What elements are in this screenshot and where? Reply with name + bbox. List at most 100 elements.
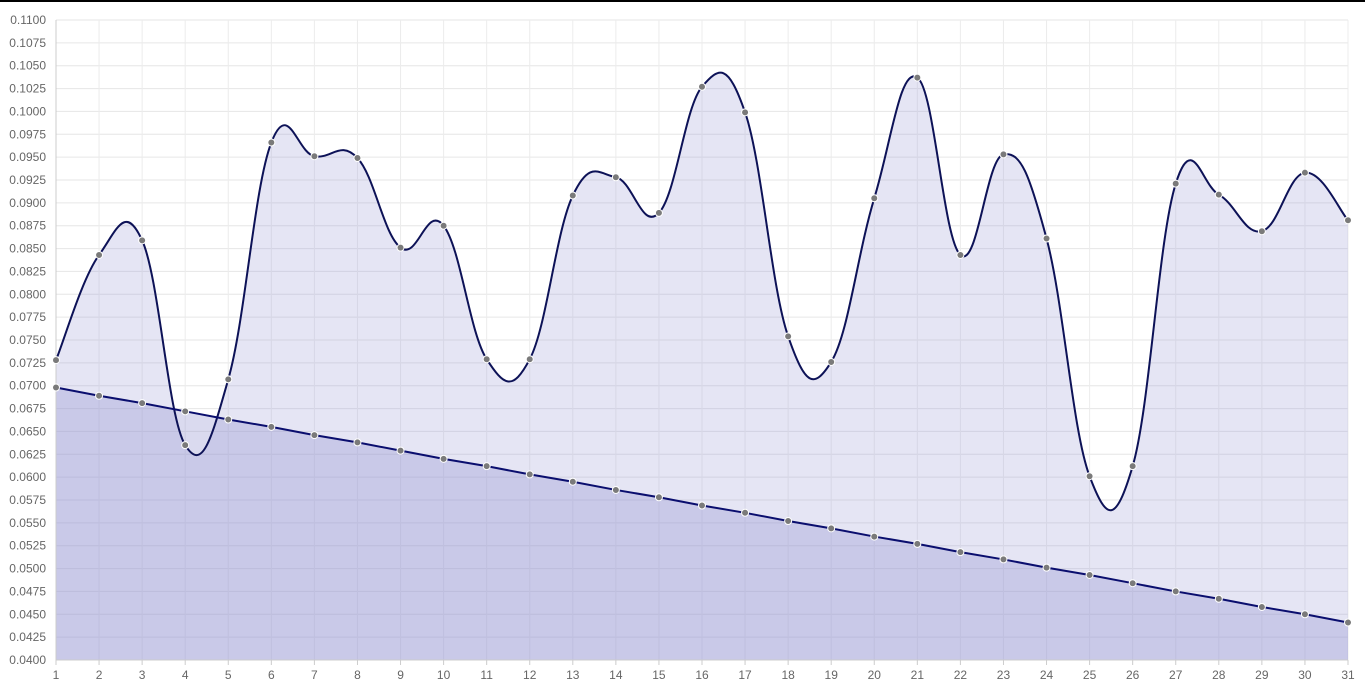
series-2-point[interactable] [1300, 610, 1309, 619]
x-tick-label: 13 [566, 668, 580, 682]
series-2-point[interactable] [439, 454, 448, 463]
x-tick-label: 11 [480, 668, 493, 682]
series-1-point[interactable] [525, 355, 534, 364]
series-2-point[interactable] [181, 407, 190, 416]
series-1-point[interactable] [353, 154, 362, 163]
series-2-point[interactable] [698, 501, 706, 510]
series-2-point[interactable] [525, 470, 534, 479]
series-2-point[interactable] [95, 391, 104, 400]
series-2-point[interactable] [482, 462, 491, 471]
series-2-point[interactable] [870, 532, 879, 541]
x-tick-label: 26 [1126, 668, 1140, 682]
x-tick-label: 23 [997, 668, 1011, 682]
series-2-point[interactable] [654, 493, 663, 502]
series-1-line [55, 71, 1349, 512]
series-1-point[interactable] [1171, 179, 1180, 188]
y-tick-label: 0.0575 [9, 493, 46, 507]
y-tick-label: 0.0400 [9, 653, 46, 667]
x-tick-label: 3 [139, 668, 146, 682]
series-1-point[interactable] [1257, 227, 1266, 236]
series-2-point[interactable] [1128, 579, 1137, 588]
series-1-point[interactable] [310, 152, 319, 161]
y-tick-label: 0.0775 [9, 310, 46, 324]
series-1-point[interactable] [138, 236, 147, 245]
series-2-point[interactable] [1042, 563, 1051, 572]
series-2-point[interactable] [138, 399, 147, 408]
x-tick-label: 25 [1083, 668, 1097, 682]
series-1-point[interactable] [1085, 472, 1094, 481]
y-tick-label: 0.0950 [9, 150, 46, 164]
top-border [0, 0, 1365, 2]
y-tick-label: 0.1000 [9, 104, 46, 118]
series-1-point[interactable] [95, 250, 104, 259]
series-2-point[interactable] [1214, 594, 1223, 603]
y-tick-label: 0.0875 [9, 219, 46, 233]
series-1-point[interactable] [482, 355, 491, 364]
area-fills [56, 72, 1348, 660]
series-2-point[interactable] [310, 431, 319, 440]
series-2-point[interactable] [784, 517, 793, 526]
x-tick-label: 10 [437, 668, 451, 682]
x-tick-label: 2 [96, 668, 103, 682]
series-2-point[interactable] [956, 548, 965, 557]
x-tick-label: 18 [781, 668, 795, 682]
series-1-point[interactable] [1214, 190, 1223, 199]
series-2-point[interactable] [353, 438, 362, 447]
y-tick-label: 0.0500 [9, 562, 46, 576]
series-2-point[interactable] [827, 524, 836, 533]
series-2-point[interactable] [1085, 570, 1094, 579]
series-1-point[interactable] [181, 441, 190, 450]
series-1-point[interactable] [827, 357, 836, 366]
series-1-point[interactable] [224, 375, 233, 384]
series-1-point[interactable] [1344, 216, 1352, 225]
series-1-point[interactable] [698, 82, 706, 91]
x-axis-labels: 1 2 3 4 5 6 7 8 9 10 11 12 13 14 15 16 17 18 19 20 21 22 23 24 2… [53, 668, 1355, 682]
x-tick-label: 5 [225, 668, 232, 682]
y-tick-label: 0.0600 [9, 470, 46, 484]
y-tick-label: 0.1075 [9, 36, 46, 50]
x-tick-label: 1 [53, 668, 60, 682]
x-tick-label: 27 [1169, 668, 1183, 682]
x-tick-label: 29 [1255, 668, 1269, 682]
series-1-point[interactable] [784, 332, 793, 341]
series-1-point[interactable] [870, 194, 879, 203]
series-2-point[interactable] [52, 383, 60, 392]
series-2-point[interactable] [396, 446, 405, 455]
y-tick-label: 0.0475 [9, 584, 46, 598]
series-1-point[interactable] [267, 138, 276, 147]
x-tick-label: 31 [1341, 668, 1355, 682]
series-2-point[interactable] [741, 508, 750, 517]
series-1-point[interactable] [1042, 234, 1051, 243]
y-tick-label: 0.0750 [9, 333, 46, 347]
series-1-point[interactable] [439, 221, 448, 230]
series-2-point[interactable] [1257, 602, 1266, 611]
x-tick-label: 16 [695, 668, 709, 682]
series-1-point[interactable] [52, 356, 60, 365]
grid [55, 19, 1349, 661]
series-1-point[interactable] [999, 150, 1008, 159]
y-tick-label: 0.0975 [9, 127, 46, 141]
series-2-point[interactable] [568, 477, 577, 486]
axes [55, 20, 1349, 665]
series-1-point[interactable] [1300, 168, 1309, 177]
series-2-point[interactable] [1344, 618, 1352, 627]
series-1-point[interactable] [611, 173, 620, 182]
series-1-point[interactable] [956, 250, 965, 259]
series-2-point[interactable] [999, 555, 1008, 564]
y-tick-label: 0.0825 [9, 264, 46, 278]
x-tick-label: 28 [1212, 668, 1226, 682]
series-1-point[interactable] [1128, 462, 1137, 471]
series-2-point[interactable] [611, 485, 620, 494]
series-1-point[interactable] [396, 243, 405, 252]
x-tick-label: 21 [911, 668, 925, 682]
series-2-point[interactable] [267, 422, 276, 431]
series-1-point[interactable] [741, 108, 750, 117]
x-tick-label: 8 [354, 668, 361, 682]
series-2-point[interactable] [913, 539, 922, 548]
series-1-point[interactable] [568, 191, 577, 200]
series-2-point[interactable] [1171, 587, 1180, 596]
series-1-point[interactable] [913, 73, 922, 82]
series-1-point[interactable] [654, 208, 663, 217]
y-tick-label: 0.0725 [9, 356, 46, 370]
series-2-point[interactable] [224, 415, 233, 424]
